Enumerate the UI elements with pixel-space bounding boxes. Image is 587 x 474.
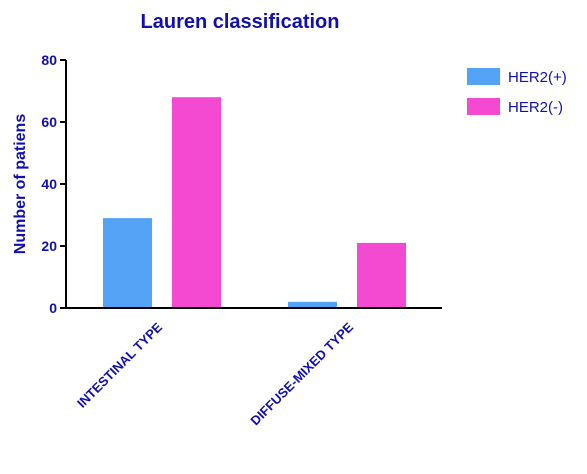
bar	[288, 301, 337, 308]
y-axis-label: Number of patiens	[12, 114, 29, 255]
bar	[172, 97, 221, 308]
y-tick-label: 80	[41, 52, 57, 68]
legend-swatch	[467, 68, 500, 85]
legend: HER2(+) HER2(-)	[467, 68, 567, 116]
chart-title: Lauren classification	[141, 11, 340, 33]
x-category-label: INTESTINAL TYPE	[74, 319, 165, 410]
y-tick-label: 20	[41, 238, 57, 254]
legend-label: HER2(+)	[508, 69, 567, 86]
y-tick-label: 40	[41, 176, 57, 192]
category-labels: INTESTINAL TYPE DIFFUSE-MIXED TYPE	[74, 319, 356, 428]
legend-label: HER2(-)	[508, 99, 563, 116]
bars	[103, 97, 406, 308]
y-tick-label: 60	[41, 114, 57, 130]
legend-swatch	[467, 98, 500, 115]
y-tick-label: 0	[49, 300, 57, 316]
bar	[103, 218, 152, 308]
y-axis-ticks: 0 20 40 60 80	[41, 52, 66, 316]
x-category-label: DIFFUSE-MIXED TYPE	[247, 319, 356, 428]
bar	[357, 242, 406, 308]
